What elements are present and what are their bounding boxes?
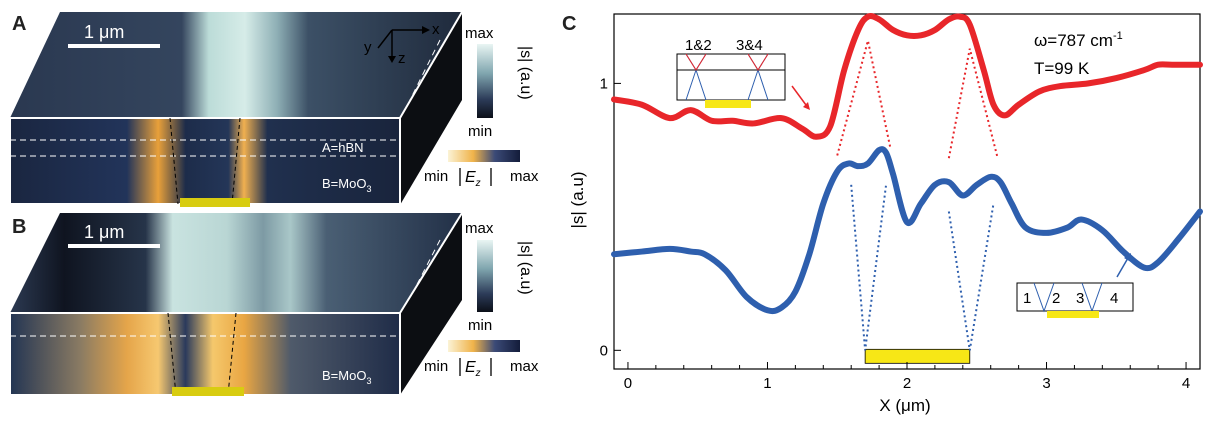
panel-a-colorbar xyxy=(477,44,493,118)
x-tick-label-0: 0 xyxy=(624,375,632,392)
svg-text:Ez: Ez xyxy=(465,359,481,379)
axis-z-label: z xyxy=(398,50,406,67)
panel-a-letter: A xyxy=(12,13,26,35)
inset-red-label-1: 1&2 xyxy=(685,37,712,54)
panel-b-cbar-max: max xyxy=(465,220,494,237)
red-curve xyxy=(611,13,1203,140)
inset-blue-label-3: 3 xyxy=(1076,290,1084,307)
panel-a: A 1 μm x z y A=hBN B=MoO3 xyxy=(9,11,539,207)
axis-y-label: y xyxy=(364,39,372,56)
annotation-omega: ω=787 cm-1 xyxy=(1034,30,1123,50)
panel-b-letter: B xyxy=(12,216,26,238)
panel-a-field-max: max xyxy=(510,168,539,185)
x-axis-label: X (μm) xyxy=(879,396,930,415)
panel-b: B 1 μm B=MoO3 max min |s| (a.u) min max … xyxy=(9,212,539,396)
panel-c: C 0 1 2 3 401 X (μm) |s| (a.u) ω=787 cm-1 T=… xyxy=(562,13,1203,415)
y-axis-label: |s| (a.u) xyxy=(568,171,587,228)
y-tick-label-1: 1 xyxy=(600,75,608,92)
panel-a-side-dash xyxy=(409,39,441,101)
panel-b-cross-section xyxy=(10,313,400,395)
inset-blue-label-2: 2 xyxy=(1052,290,1060,307)
x-tick-label-3: 3 xyxy=(1042,375,1050,392)
panel-b-cbar-label: |s| (a.u) xyxy=(517,241,534,295)
axis-x-label: x xyxy=(432,21,440,38)
dotted-guide-1 xyxy=(836,40,892,156)
panel-a-cbar-min: min xyxy=(468,123,492,140)
annotation-temperature: T=99 K xyxy=(1034,59,1090,78)
panel-a-side xyxy=(400,12,462,205)
panel-b-field-label: Ez xyxy=(459,358,492,379)
gold-bar xyxy=(864,348,971,364)
axis-ticks: 0 1 2 3 401 xyxy=(600,75,1191,392)
curves-layer xyxy=(611,13,1203,364)
panel-b-cbar-min: min xyxy=(468,317,492,334)
panel-a-field-colorbar xyxy=(448,150,520,162)
dotted-guide-4 xyxy=(947,203,995,351)
panel-b-gold-pad xyxy=(172,387,244,396)
inset-blue-label-1: 1 xyxy=(1023,290,1031,307)
panel-b-side xyxy=(400,213,462,395)
panel-a-layer-b: B=MoO3 xyxy=(322,176,371,194)
panel-b-top-surface xyxy=(10,213,462,313)
panel-b-field-max: max xyxy=(510,358,539,375)
inset-red: 1&2 3&4 xyxy=(676,37,810,110)
x-tick-label-4: 4 xyxy=(1182,375,1190,392)
x-tick-label-1: 1 xyxy=(763,375,771,392)
panel-a-proj-line-2 xyxy=(231,117,241,205)
y-tick-label-0: 0 xyxy=(600,342,608,359)
panel-b-edge xyxy=(399,212,463,314)
panel-a-cross-section xyxy=(10,118,400,204)
panel-a-gold-pad xyxy=(180,198,250,207)
dotted-guides xyxy=(836,40,999,351)
inset-blue-gold xyxy=(1047,311,1099,318)
panel-a-proj-line-1 xyxy=(169,117,179,205)
panel-c-letter: C xyxy=(562,13,576,35)
panel-a-field-min: min xyxy=(424,168,448,185)
panel-a-field-label: Ez xyxy=(459,168,492,189)
inset-red-arrow xyxy=(791,85,807,106)
inset-red-gold xyxy=(705,100,751,108)
inset-blue-label-4: 4 xyxy=(1110,290,1118,307)
blue-curve xyxy=(611,146,1203,315)
panel-a-top-surface xyxy=(10,12,462,118)
panel-a-cbar-max: max xyxy=(465,25,494,42)
panel-b-scale-label: 1 μm xyxy=(84,222,124,242)
inset-blue-arrow xyxy=(1116,257,1129,278)
panel-a-cbar-label: |s| (a.u) xyxy=(517,46,534,100)
svg-text:Ez: Ez xyxy=(465,169,481,189)
inset-red-label-2: 3&4 xyxy=(736,37,763,54)
x-tick-label-2: 2 xyxy=(903,375,911,392)
panel-b-field-min: min xyxy=(424,358,448,375)
panel-a-layer-a: A=hBN xyxy=(322,140,364,155)
panel-a-scale-label: 1 μm xyxy=(84,22,124,42)
panel-b-layer-b: B=MoO3 xyxy=(322,368,371,386)
dotted-guide-3 xyxy=(850,184,888,351)
panel-a-axes: x z y xyxy=(364,21,440,67)
panel-b-colorbar xyxy=(477,240,493,312)
panel-b-field-colorbar xyxy=(448,340,520,352)
inset-blue: 1 2 3 4 xyxy=(1016,253,1134,318)
dotted-guide-2 xyxy=(947,48,999,159)
panel-a-edge xyxy=(399,11,463,119)
